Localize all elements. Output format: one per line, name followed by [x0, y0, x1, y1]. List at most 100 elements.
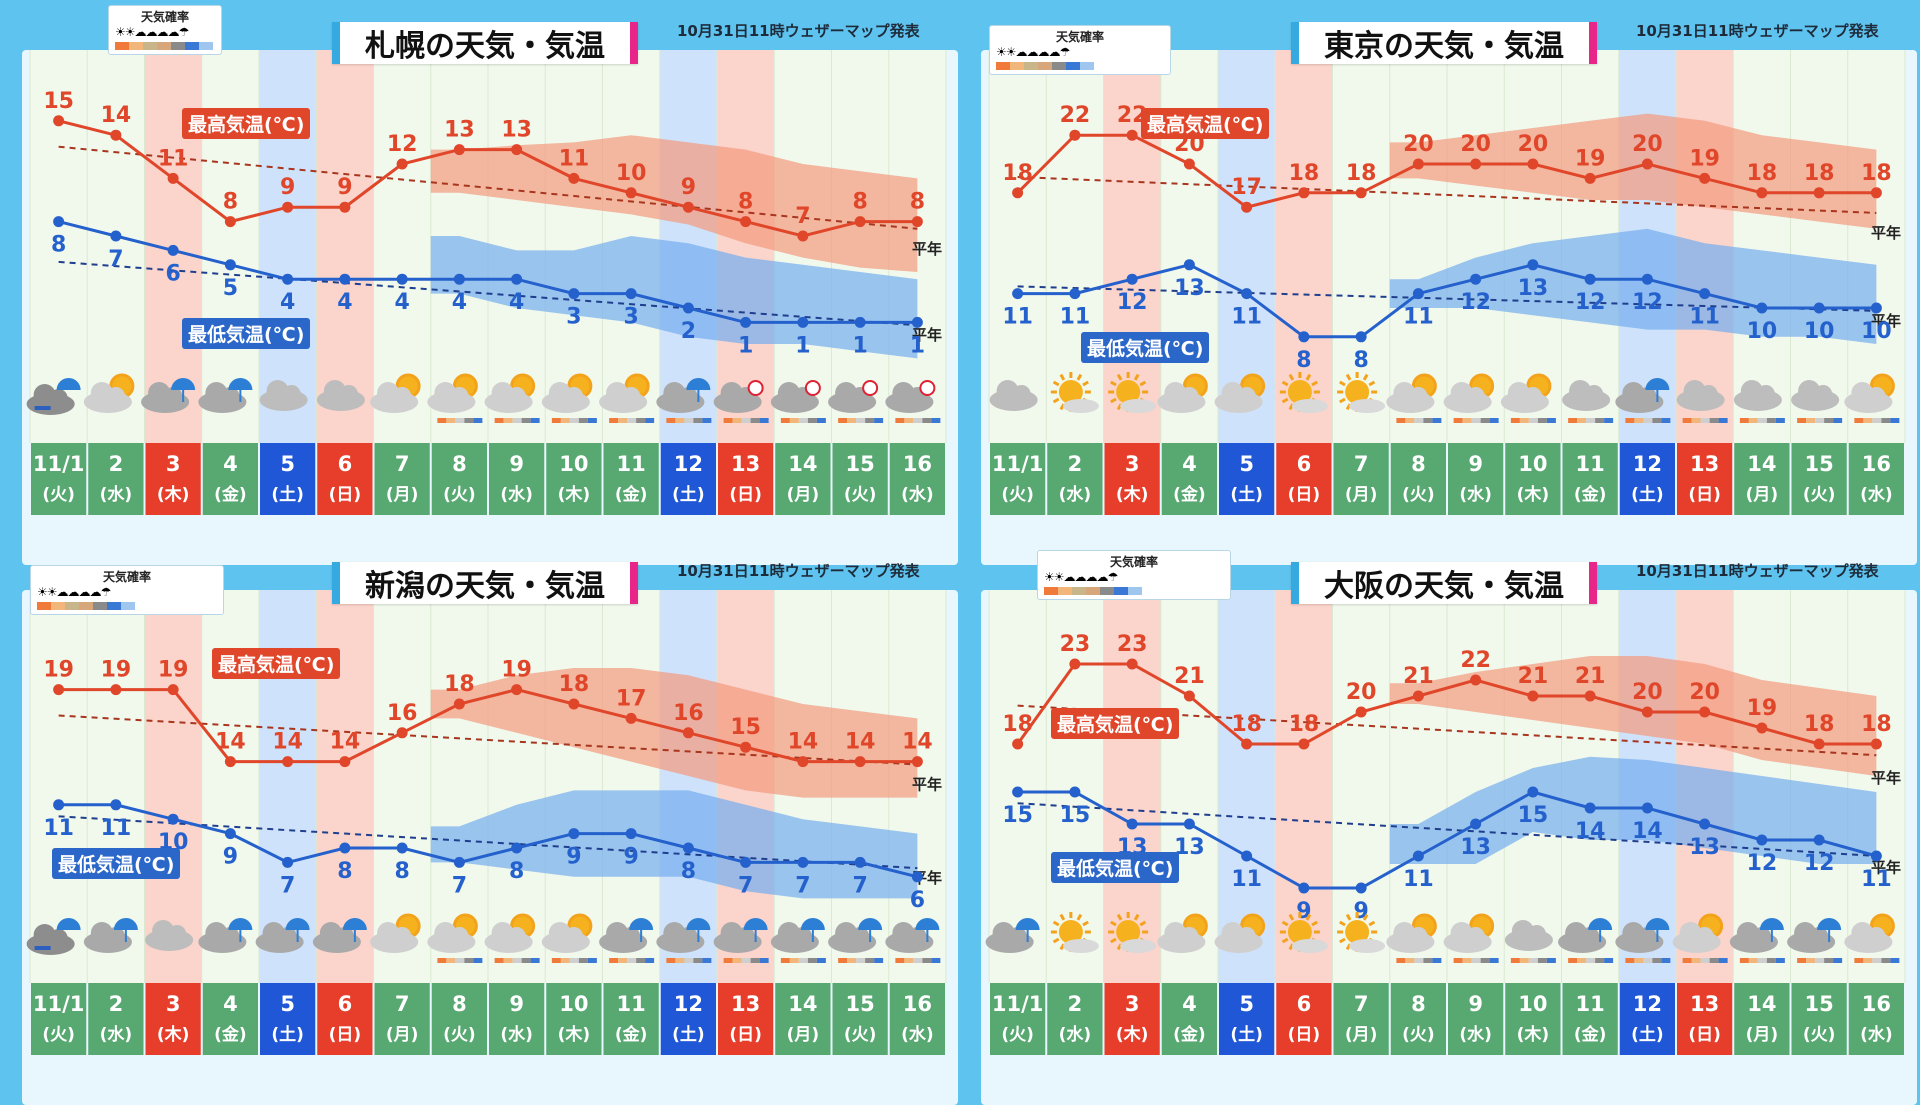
- low-temp-point: [1069, 786, 1081, 798]
- probability-bar-segment: [741, 418, 751, 423]
- low-temp-value-label: 11: [1060, 305, 1091, 330]
- weekday-label: (日): [729, 1025, 762, 1045]
- probability-bar-segment: [1396, 958, 1406, 963]
- probability-bar-segment: [838, 418, 848, 423]
- weekday-label: (木): [1116, 484, 1149, 505]
- date-label: 3: [1125, 452, 1140, 476]
- probability-bar-segment: [702, 418, 712, 423]
- date-label: 13: [1690, 452, 1719, 476]
- low-temp-point: [1584, 802, 1596, 814]
- probability-bar-segment: [913, 958, 923, 963]
- high-temp-point: [511, 144, 523, 156]
- probability-bar-segment: [1824, 418, 1834, 423]
- low-temp-value-label: 14: [1575, 819, 1606, 844]
- rain-icon: [599, 918, 654, 953]
- high-temp-point: [1412, 690, 1424, 702]
- date-cell: [546, 443, 602, 515]
- weekday-label: (水): [1459, 484, 1492, 505]
- rain-icon: [198, 378, 253, 413]
- high-temp-tag: 最高気温(℃): [1141, 108, 1270, 139]
- low-temp-value-label: 11: [1403, 305, 1434, 330]
- probability-bar-segment: [1766, 958, 1776, 963]
- probability-bar-segment: [1480, 958, 1490, 963]
- rain-icon: [141, 378, 196, 413]
- high-temp-point: [167, 684, 179, 696]
- legend-color-cell: [1058, 587, 1072, 595]
- date-cell: [1448, 983, 1504, 1055]
- date-label: 5: [1239, 992, 1254, 1016]
- high-temp-value-label: 14: [788, 730, 819, 755]
- probability-bar-segment: [1625, 958, 1635, 963]
- low-temp-value-label: 12: [1460, 290, 1491, 315]
- rain-icon: [83, 918, 138, 953]
- probability-bar-segment: [551, 958, 561, 963]
- low-temp-line: [1017, 263, 1877, 339]
- date-label: 8: [452, 992, 467, 1016]
- weekday-label: (月): [1746, 485, 1779, 505]
- date-cell: [260, 443, 316, 515]
- date-label: 11: [1576, 452, 1605, 476]
- low-temp-value-label: 6: [165, 261, 180, 286]
- probability-bar-segment: [675, 958, 685, 963]
- probability-bar-segment: [1528, 418, 1538, 423]
- weekday-label: (水): [901, 484, 934, 505]
- high-temp-value-label: 19: [101, 658, 132, 683]
- date-label: 10: [1518, 992, 1547, 1016]
- low-temp-value-label: 12: [1575, 290, 1606, 315]
- probability-bar-segment: [560, 958, 570, 963]
- probability-bar-segment: [437, 958, 447, 963]
- low-temp-point: [1412, 850, 1424, 862]
- legend-color-cell: [996, 62, 1010, 70]
- panel-niigata: 平年 平年 19 19 19 14 14 14 16 18 19 18 17 16 15 14 14 14 11 11…: [22, 562, 958, 1105]
- probability-bar-segment: [1586, 958, 1596, 963]
- high-temp-point: [1584, 172, 1596, 184]
- low-temp-value-label: 8: [1296, 348, 1311, 373]
- date-cell: [603, 983, 659, 1055]
- high-temp-value-label: 20: [1632, 680, 1663, 705]
- date-cell: [1219, 983, 1275, 1055]
- date-cell: [1791, 443, 1847, 515]
- date-label: 11/1: [992, 992, 1044, 1016]
- low-temp-point: [1641, 802, 1653, 814]
- weekday-label: (金): [1173, 484, 1206, 505]
- low-temp-tag: 最低気温(℃): [52, 848, 181, 879]
- low-temp-value-label: 8: [51, 233, 66, 258]
- weather-probability-legend: 天気確率 ☀☀☁☁☁☁☂: [989, 25, 1171, 75]
- low-temp-point: [1527, 259, 1539, 271]
- low-temp-value-label: 11: [1689, 305, 1720, 330]
- weather-probability-legend: 天気確率 ☀☀☁☁☁☁☂: [30, 565, 224, 615]
- probability-bar-segment: [1510, 418, 1520, 423]
- low-temp-value-label: 11: [1231, 305, 1262, 330]
- date-label: 14: [788, 992, 817, 1016]
- weekday-label: (水): [1860, 1024, 1893, 1045]
- probability-bar-segment: [1797, 418, 1807, 423]
- high-temp-line: [1016, 133, 1877, 209]
- probability-bar-segment: [512, 418, 522, 423]
- probability-bar-segment: [645, 958, 655, 963]
- rain-icon: [1729, 918, 1784, 953]
- low-temp-value-label: 15: [1002, 803, 1033, 828]
- high-temp-point: [1412, 158, 1424, 170]
- probability-bar-segment: [1890, 958, 1900, 963]
- high-temp-point: [1126, 129, 1138, 141]
- sun-icon: [1108, 372, 1157, 413]
- probability-bar-segment: [1432, 418, 1442, 423]
- low-normal-label: 平年: [1871, 858, 1901, 876]
- probability-bar-segment: [895, 958, 905, 963]
- weather-probability-legend: 天気確率 ☀☀☁☁☁☁☂: [108, 5, 222, 55]
- high-temp-point: [625, 187, 637, 199]
- high-temp-point: [625, 712, 637, 724]
- low-temp-value-label: 9: [623, 845, 638, 870]
- date-cell: [317, 443, 373, 515]
- low-temp-point: [396, 273, 408, 285]
- probability-bar-segment: [1405, 418, 1415, 423]
- high-temp-point: [110, 684, 122, 696]
- probability-bar-segment: [684, 958, 694, 963]
- high-temp-point: [1183, 690, 1195, 702]
- low-temp-point: [167, 813, 179, 825]
- weekday-label: (火): [844, 1025, 877, 1045]
- weekday-label: (木): [558, 484, 591, 505]
- probability-bar-segment: [922, 958, 932, 963]
- high-temp-value-label: 20: [1632, 132, 1663, 157]
- date-cell: [1848, 983, 1904, 1055]
